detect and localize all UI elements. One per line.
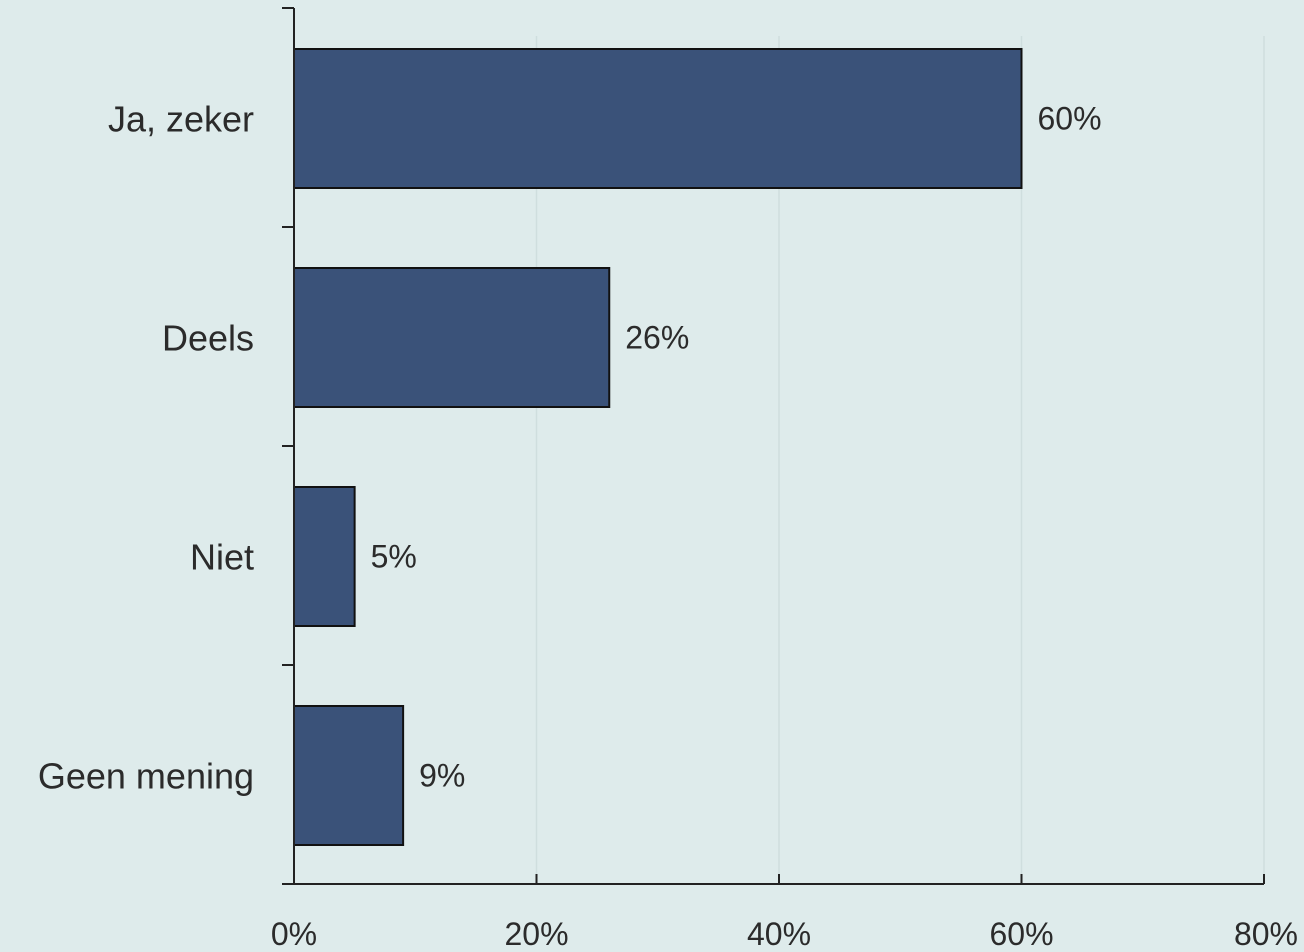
bar <box>293 705 405 846</box>
bar <box>293 267 611 408</box>
category-label: Geen mening <box>38 756 254 797</box>
x-tick-label: 60% <box>989 916 1053 952</box>
category-label: Deels <box>162 318 254 359</box>
bars <box>293 48 1023 846</box>
x-tick-label: 40% <box>747 916 811 952</box>
x-tick-label: 0% <box>271 916 317 952</box>
category-label: Ja, zeker <box>108 99 254 140</box>
category-label: Niet <box>190 537 254 578</box>
data-label: 5% <box>371 539 417 575</box>
bar <box>293 48 1023 189</box>
labels: 60% Ja, zeker 26% Deels 5% Niet 9% Geen mening 0… <box>38 99 1298 952</box>
x-tick-label: 80% <box>1234 916 1298 952</box>
bar <box>293 486 356 627</box>
data-label: 26% <box>625 320 689 356</box>
x-tick-label: 20% <box>504 916 568 952</box>
data-label: 60% <box>1038 101 1102 137</box>
axes <box>282 7 1265 885</box>
data-label: 9% <box>419 758 465 794</box>
